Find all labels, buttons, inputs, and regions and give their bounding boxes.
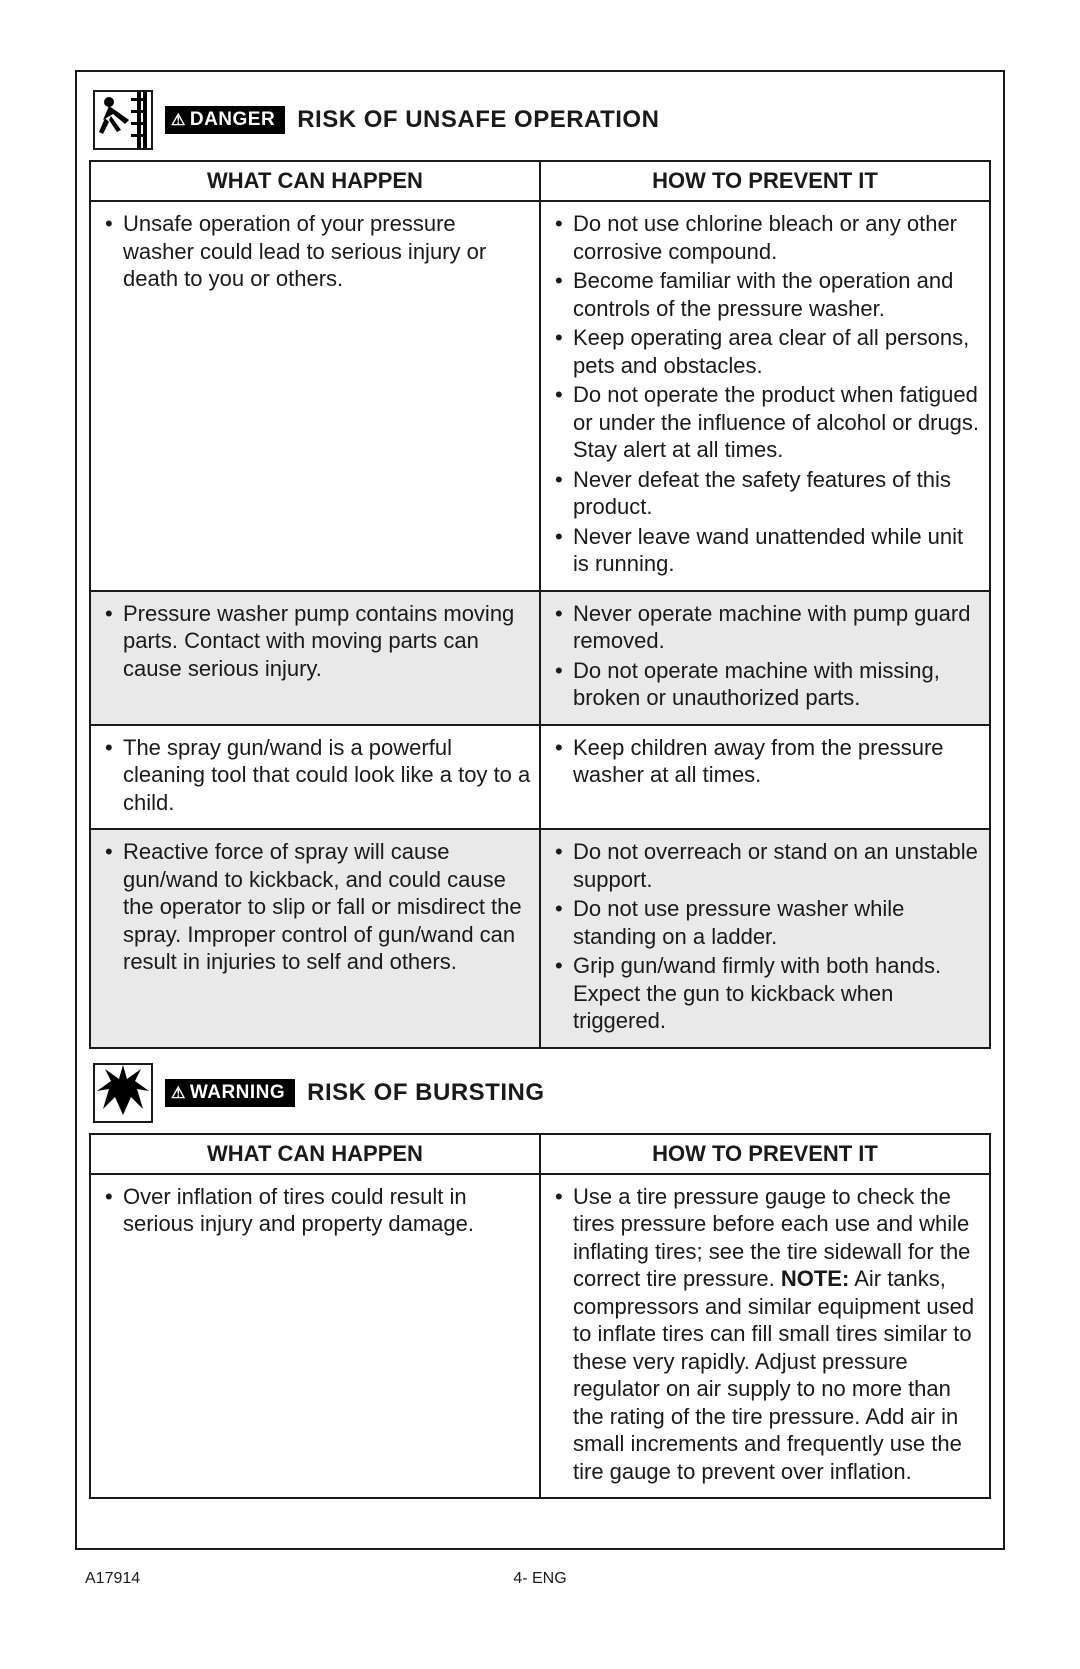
cell-how-to-prevent: Do not overreach or stand on an unstable… <box>540 829 990 1048</box>
list-item: Never defeat the safety features of this… <box>573 466 981 521</box>
page-frame: ⚠DANGER RISK OF UNSAFE OPERATION WHAT CA… <box>75 70 1005 1550</box>
list-item: Over inflation of tires could result in … <box>123 1183 531 1238</box>
fall-hazard-icon <box>93 90 153 150</box>
list-item: Become familiar with the operation and c… <box>573 267 981 322</box>
list-item: Do not overreach or stand on an unstable… <box>573 838 981 893</box>
list-item: Never leave wand unattended while unit i… <box>573 523 981 578</box>
list-item: Use a tire pressure gauge to check the t… <box>573 1183 981 1486</box>
table-row: Over inflation of tires could result in … <box>90 1174 990 1499</box>
list-item: Reactive force of spray will cause gun/w… <box>123 838 531 976</box>
table-row: Unsafe operation of your pressure washer… <box>90 201 990 591</box>
list-item: Pressure washer pump contains moving par… <box>123 600 531 683</box>
hazard-header-bursting: ⚠WARNING RISK OF BURSTING <box>89 1063 991 1123</box>
page-footer: A17914 4- ENG <box>75 1550 1005 1588</box>
cell-what-can-happen: Pressure washer pump contains moving par… <box>90 591 540 725</box>
danger-text: DANGER <box>190 109 275 131</box>
hazard-header-unsafe-operation: ⚠DANGER RISK OF UNSAFE OPERATION <box>89 90 991 150</box>
col-header-right-2: HOW TO PREVENT IT <box>540 1134 990 1174</box>
warning-triangle-icon: ⚠ <box>171 1083 186 1103</box>
table-row: Pressure washer pump contains moving par… <box>90 591 990 725</box>
doc-id: A17914 <box>85 1570 388 1588</box>
hazard-title-2: RISK OF BURSTING <box>307 1079 544 1107</box>
col-header-left-1: WHAT CAN HAPPEN <box>90 161 540 201</box>
cell-how-to-prevent: Do not use chlorine bleach or any other … <box>540 201 990 591</box>
list-item: Grip gun/wand firmly with both hands. Ex… <box>573 952 981 1035</box>
hazard-title-1: RISK OF UNSAFE OPERATION <box>297 106 659 134</box>
cell-how-to-prevent: Use a tire pressure gauge to check the t… <box>540 1174 990 1499</box>
danger-label: ⚠DANGER <box>165 106 285 134</box>
list-item: Do not use pressure washer while standin… <box>573 895 981 950</box>
warning-text: WARNING <box>190 1082 285 1104</box>
page-number: 4- ENG <box>388 1570 691 1588</box>
warning-label: ⚠WARNING <box>165 1079 295 1107</box>
col-header-left-2: WHAT CAN HAPPEN <box>90 1134 540 1174</box>
list-item: The spray gun/wand is a powerful cleanin… <box>123 734 531 817</box>
safety-table-2: WHAT CAN HAPPEN HOW TO PREVENT IT Over i… <box>89 1133 991 1500</box>
warning-triangle-icon: ⚠ <box>171 110 186 130</box>
cell-how-to-prevent: Never operate machine with pump guard re… <box>540 591 990 725</box>
cell-what-can-happen: The spray gun/wand is a powerful cleanin… <box>90 725 540 830</box>
list-item: Do not use chlorine bleach or any other … <box>573 210 981 265</box>
cell-what-can-happen: Over inflation of tires could result in … <box>90 1174 540 1499</box>
list-item: Unsafe operation of your pressure washer… <box>123 210 531 293</box>
col-header-right-1: HOW TO PREVENT IT <box>540 161 990 201</box>
table-row: The spray gun/wand is a powerful cleanin… <box>90 725 990 830</box>
list-item: Keep operating area clear of all persons… <box>573 324 981 379</box>
note-text: Air tanks, compressors and similar equip… <box>573 1266 974 1484</box>
cell-how-to-prevent: Keep children away from the pressure was… <box>540 725 990 830</box>
list-item: Never operate machine with pump guard re… <box>573 600 981 655</box>
list-item: Do not operate machine with missing, bro… <box>573 657 981 712</box>
cell-what-can-happen: Reactive force of spray will cause gun/w… <box>90 829 540 1048</box>
note-label: NOTE: <box>781 1266 849 1291</box>
cell-what-can-happen: Unsafe operation of your pressure washer… <box>90 201 540 591</box>
list-item: Keep children away from the pressure was… <box>573 734 981 789</box>
burst-hazard-icon <box>93 1063 153 1123</box>
safety-table-1: WHAT CAN HAPPEN HOW TO PREVENT IT Unsafe… <box>89 160 991 1049</box>
table-row: Reactive force of spray will cause gun/w… <box>90 829 990 1048</box>
list-item: Do not operate the product when fatigued… <box>573 381 981 464</box>
